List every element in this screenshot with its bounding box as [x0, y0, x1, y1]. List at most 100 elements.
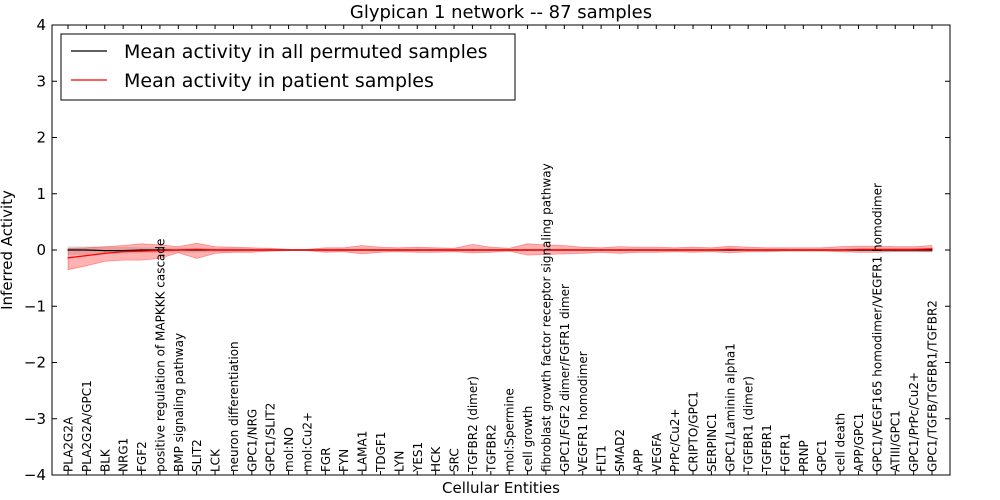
x-tick-label: GPC1/PrPc/Cu2+ — [907, 372, 921, 472]
x-tick-label: LAMA1 — [356, 431, 370, 472]
y-tick-label: 2 — [36, 129, 46, 147]
x-tick-label: cell death — [834, 413, 848, 472]
patient-mean-point — [674, 249, 676, 251]
x-tick-label: FGF2 — [135, 441, 149, 472]
x-tick-label: PLA2G2A — [62, 416, 76, 472]
legend-box — [60, 33, 516, 101]
patient-mean-point — [931, 248, 933, 250]
patient-mean-point — [857, 248, 860, 251]
patient-mean-point — [196, 248, 198, 251]
patient-mean-point — [747, 249, 749, 251]
x-tick-label: LYN — [392, 451, 406, 472]
patient-mean-point — [67, 257, 69, 259]
patient-mean-point — [913, 248, 915, 251]
patient-mean-point — [508, 249, 510, 251]
x-tick-label: TGFBR2 (dimer) — [466, 376, 480, 473]
legend: Mean activity in all permuted samples Me… — [60, 33, 516, 101]
patient-mean-point — [269, 249, 271, 251]
patient-mean-point — [839, 249, 841, 251]
patient-mean-point — [122, 251, 124, 253]
x-tick-label: FGR — [319, 447, 333, 472]
patient-mean-point — [306, 249, 308, 251]
x-tick-label: VEGFA — [650, 432, 664, 472]
x-tick-label: NRG1 — [117, 438, 131, 472]
legend-label-permuted: Mean activity in all permuted samples — [124, 41, 487, 63]
patient-mean-point — [251, 249, 253, 251]
patient-mean-point — [214, 249, 216, 251]
y-tick-label: −1 — [24, 297, 46, 315]
x-tick-label: BLK — [98, 448, 112, 472]
x-tick-label: HCK — [429, 446, 443, 472]
patient-mean-point — [435, 249, 437, 251]
permuted-mean-point — [931, 249, 933, 251]
patient-band — [67, 242, 933, 271]
x-tick-label: SERPINC1 — [705, 413, 719, 472]
permuted-mean-point — [140, 249, 143, 251]
x-axis-title: Cellular Entities — [442, 479, 560, 497]
y-tick-label: −4 — [24, 466, 46, 484]
x-tick-label: GPC1 — [815, 439, 829, 472]
x-tick-label: CRIPTO/GPC1 — [687, 391, 701, 472]
y-tick-label: 1 — [36, 185, 46, 203]
x-tick-label: GPC1/NRG — [245, 409, 259, 472]
x-tick-label: VEGFR1 homodimer — [576, 351, 590, 472]
patient-mean-point — [784, 249, 786, 251]
patient-mean-point — [655, 249, 657, 251]
patient-mean-point — [104, 252, 106, 254]
x-tick-label: LCK — [209, 448, 223, 472]
permuted-mean-point — [67, 249, 69, 251]
x-tick-label: neuron differentiation — [227, 341, 241, 472]
patient-mean-point — [821, 249, 823, 251]
patient-mean-point — [287, 249, 290, 251]
x-tick-label: SLIT2 — [190, 439, 204, 472]
x-tick-label: GPC1/SLIT2 — [264, 403, 278, 472]
x-tick-label: GPC1/Laminin alpha1 — [723, 343, 737, 472]
x-tick-label: TGFBR1 — [760, 424, 774, 473]
y-tick-label: −2 — [24, 354, 46, 372]
permuted-mean-point — [122, 249, 124, 252]
x-tick-label: SRC — [448, 448, 462, 472]
patient-mean-point — [618, 249, 621, 251]
y-axis-title: Inferred Activity — [0, 190, 16, 310]
chart-title: Glypican 1 network -- 87 samples — [350, 2, 652, 23]
patient-mean-point — [416, 249, 418, 251]
x-tick-label: mol:NO — [282, 427, 296, 472]
patient-mean-point — [140, 250, 143, 252]
x-tick-label: GPC1/FGF2 dimer/FGFR1 dimer — [558, 284, 572, 472]
y-tick-label: −3 — [24, 410, 46, 428]
patient-mean-point — [159, 249, 161, 252]
x-tick-label: TDGF1 — [374, 432, 388, 473]
patient-mean-point — [563, 249, 565, 251]
x-tick-label: positive regulation of MAPKKK cascade — [153, 239, 167, 472]
patient-mean-point — [85, 255, 87, 257]
patient-mean-point — [398, 249, 400, 251]
patient-mean-point — [876, 248, 878, 251]
permuted-mean-point — [104, 249, 106, 252]
confidence-bands — [67, 242, 933, 271]
patient-mean-point — [802, 249, 804, 251]
x-tick-label: ATIII/GPC1 — [889, 410, 903, 472]
x-tick-label: PRNP — [797, 440, 811, 472]
x-tick-label: TGFBR2 — [484, 424, 498, 473]
x-tick-label: YES1 — [411, 442, 425, 473]
x-tick-label: GPC1/VEGF165 homodimer/VEGFR1 homodimer — [870, 183, 884, 472]
x-tick-label: FLT1 — [595, 445, 609, 472]
patient-mean-point — [710, 249, 713, 251]
patient-mean-point — [545, 249, 547, 251]
patient-mean-line — [67, 248, 933, 259]
x-tick-label: PrPc/Cu2+ — [668, 408, 682, 472]
patient-mean-point — [600, 249, 602, 251]
x-tick-label: GPC1/TGFB/TGFBR1/TGFBR2 — [926, 300, 940, 472]
patient-mean-point — [453, 249, 455, 251]
y-tick-label: 4 — [36, 16, 46, 34]
x-axis: PLA2G2A PLA2G2A/GPC1 BLK NRG1 FGF2 positive r… — [62, 25, 940, 475]
patient-mean-point — [490, 249, 492, 251]
patient-mean-point — [692, 249, 694, 251]
legend-label-patient: Mean activity in patient samples — [124, 70, 434, 92]
x-tick-label: APP/GPC1 — [852, 413, 866, 472]
patient-mean-point — [471, 249, 474, 251]
x-tick-label: PLA2G2A/GPC1 — [80, 380, 94, 472]
patient-mean-point — [729, 248, 731, 251]
x-tick-label: FYN — [337, 449, 351, 472]
